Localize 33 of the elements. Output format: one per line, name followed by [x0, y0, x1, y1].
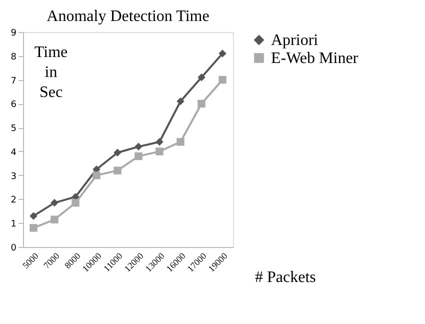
point	[134, 152, 142, 160]
point	[156, 138, 164, 146]
point	[218, 76, 226, 84]
chart-title: Anomaly Detection Time	[46, 8, 210, 25]
y-tick-label: 1	[10, 220, 16, 230]
legend-label: E-Web Miner	[271, 50, 359, 67]
point	[50, 198, 58, 207]
y-tick-label: 2	[10, 196, 16, 206]
point	[114, 148, 122, 157]
point	[50, 216, 58, 224]
y-tick-label: 0	[10, 244, 17, 254]
point	[156, 148, 164, 156]
y-tick-label: 6	[10, 100, 17, 110]
point	[114, 166, 122, 174]
y-tick-label: 8	[10, 52, 17, 62]
point	[218, 50, 226, 58]
point	[176, 138, 184, 146]
legend-label: Apriori	[271, 32, 319, 49]
point	[30, 224, 38, 232]
point	[92, 171, 100, 180]
y-tick-label: 4	[10, 148, 17, 158]
point	[30, 212, 38, 220]
y-tick-label: 3	[10, 172, 16, 182]
y-tick-label: 9	[10, 28, 17, 38]
point	[72, 198, 80, 207]
point	[198, 74, 206, 82]
point	[134, 142, 142, 151]
point	[176, 97, 184, 106]
y-axis-title: Time in Sec	[34, 44, 68, 101]
y-tick-label: 7	[10, 76, 16, 86]
y-tick-label: 5	[10, 124, 16, 134]
point	[198, 100, 206, 108]
x-axis-title: # Packets	[255, 269, 316, 286]
